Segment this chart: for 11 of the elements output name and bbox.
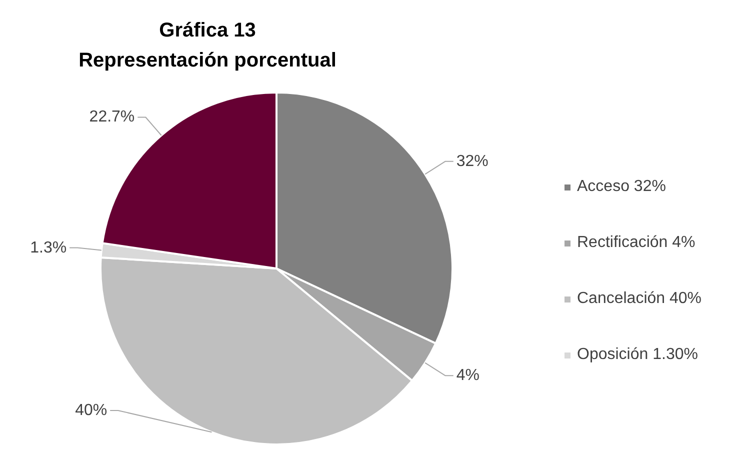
data-label: 4% <box>456 367 480 384</box>
legend-label: Acceso 32% <box>577 178 666 196</box>
chart-subtitle: Representación porcentual <box>78 50 336 72</box>
chart-title: Gráfica 13 <box>159 20 256 42</box>
data-label: 22.7% <box>89 108 135 126</box>
legend-label: Oposición 1.30% <box>577 346 698 364</box>
legend-label: Cancelación 40% <box>577 290 702 308</box>
data-label: 40% <box>75 402 108 419</box>
data-label: 1.3% <box>30 239 67 256</box>
data-label: 32% <box>456 152 488 170</box>
legend-label: Rectificación 4% <box>577 234 696 252</box>
